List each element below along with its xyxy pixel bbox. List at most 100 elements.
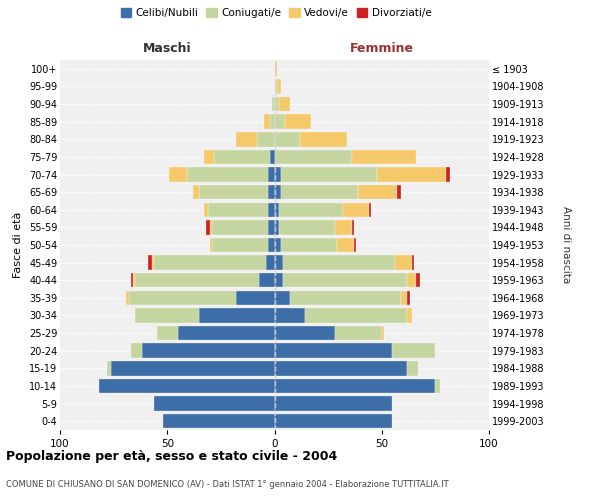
Bar	[272, 97, 275, 112]
Bar	[275, 361, 407, 376]
Bar	[154, 256, 266, 270]
Bar	[154, 396, 275, 411]
Bar	[369, 202, 371, 217]
Bar	[214, 150, 270, 164]
Bar	[283, 273, 407, 287]
Bar	[257, 132, 275, 146]
Bar	[392, 344, 436, 358]
Bar	[300, 132, 347, 146]
Bar	[275, 168, 281, 181]
Bar	[382, 326, 384, 340]
Bar	[268, 238, 275, 252]
Bar	[210, 238, 212, 252]
Bar	[131, 344, 142, 358]
Bar	[279, 220, 335, 234]
Bar	[112, 361, 275, 376]
Bar	[397, 185, 401, 200]
Bar	[178, 326, 275, 340]
Bar	[275, 62, 277, 76]
Bar	[275, 273, 283, 287]
Text: Popolazione per età, sesso e stato civile - 2004: Popolazione per età, sesso e stato civil…	[6, 450, 337, 463]
Bar	[412, 256, 414, 270]
Bar	[133, 273, 135, 287]
Bar	[169, 168, 187, 181]
Bar	[270, 150, 275, 164]
Y-axis label: Anni di nascita: Anni di nascita	[561, 206, 571, 284]
Bar	[193, 185, 199, 200]
Bar	[266, 256, 275, 270]
Bar	[407, 273, 416, 287]
Bar	[268, 202, 275, 217]
Bar	[395, 256, 412, 270]
Bar	[290, 290, 401, 305]
Bar	[277, 79, 281, 94]
Bar	[275, 150, 352, 164]
Bar	[142, 344, 275, 358]
Bar	[275, 79, 277, 94]
Bar	[107, 361, 112, 376]
Bar	[275, 308, 305, 322]
Bar	[157, 326, 178, 340]
Bar	[401, 290, 407, 305]
Bar	[131, 273, 133, 287]
Bar	[270, 114, 275, 129]
Bar	[148, 256, 152, 270]
Y-axis label: Fasce di età: Fasce di età	[13, 212, 23, 278]
Bar	[281, 238, 337, 252]
Bar	[275, 256, 283, 270]
Bar	[343, 202, 369, 217]
Bar	[152, 256, 154, 270]
Bar	[446, 168, 451, 181]
Bar	[204, 202, 208, 217]
Bar	[98, 378, 275, 393]
Bar	[407, 361, 418, 376]
Bar	[335, 220, 352, 234]
Bar	[275, 238, 281, 252]
Bar	[407, 290, 410, 305]
Bar	[259, 273, 275, 287]
Bar	[407, 308, 412, 322]
Bar	[268, 220, 275, 234]
Bar	[275, 185, 281, 200]
Bar	[285, 114, 311, 129]
Text: COMUNE DI CHIUSANO DI SAN DOMENICO (AV) - Dati ISTAT 1° gennaio 2004 - Elaborazi: COMUNE DI CHIUSANO DI SAN DOMENICO (AV) …	[6, 480, 449, 489]
Bar	[279, 202, 343, 217]
Bar	[275, 396, 392, 411]
Bar	[416, 273, 421, 287]
Bar	[206, 220, 210, 234]
Bar	[275, 378, 436, 393]
Legend: Celibi/Nubili, Coniugati/e, Vedovi/e, Divorziati/e: Celibi/Nubili, Coniugati/e, Vedovi/e, Di…	[118, 5, 434, 21]
Bar	[187, 168, 268, 181]
Bar	[337, 238, 354, 252]
Bar	[335, 326, 382, 340]
Text: Maschi: Maschi	[143, 42, 191, 54]
Bar	[210, 220, 212, 234]
Bar	[436, 378, 440, 393]
Bar	[128, 290, 236, 305]
Bar	[212, 220, 268, 234]
Bar	[199, 308, 275, 322]
Bar	[354, 238, 356, 252]
Bar	[281, 185, 358, 200]
Bar	[275, 97, 279, 112]
Bar	[268, 168, 275, 181]
Bar	[264, 114, 270, 129]
Bar	[236, 290, 275, 305]
Bar	[163, 414, 275, 428]
Bar	[208, 202, 268, 217]
Bar	[127, 290, 128, 305]
Bar	[275, 114, 285, 129]
Bar	[305, 308, 407, 322]
Bar	[275, 344, 392, 358]
Bar	[352, 220, 354, 234]
Bar	[199, 185, 268, 200]
Bar	[275, 326, 335, 340]
Bar	[236, 132, 257, 146]
Bar	[275, 132, 300, 146]
Bar	[275, 290, 290, 305]
Bar	[377, 168, 446, 181]
Bar	[212, 238, 268, 252]
Bar	[275, 202, 279, 217]
Bar	[281, 168, 377, 181]
Bar	[275, 414, 392, 428]
